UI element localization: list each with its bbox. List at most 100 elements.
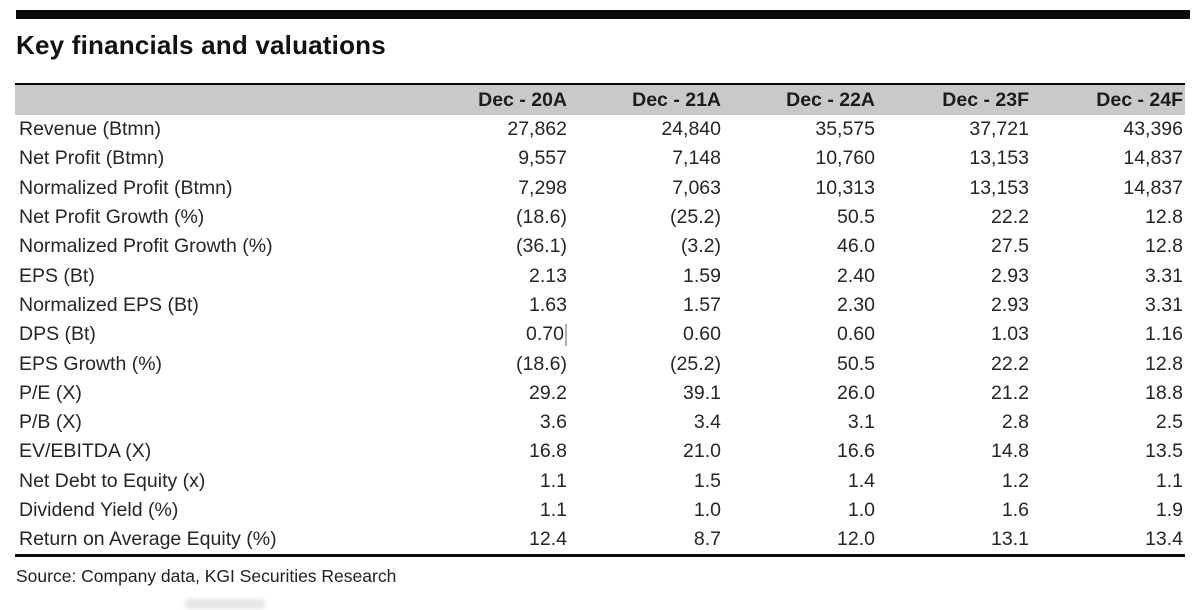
cell-value: 1.5 — [693, 469, 721, 492]
cell-value: 1.16 — [1145, 323, 1183, 346]
cell-value: 27,862 — [507, 118, 567, 141]
cell-value: 10,760 — [815, 147, 875, 170]
cell-value: 50.5 — [837, 206, 875, 229]
cell-value: 1.0 — [693, 499, 721, 521]
column-header: Dec - 24F — [1096, 88, 1183, 111]
cell-value: (25.2) — [670, 206, 721, 229]
row-label: Dividend Yield (%) — [19, 499, 179, 521]
cell-value: 0.70 — [415, 320, 569, 349]
cell-value: 27.5 — [991, 235, 1029, 258]
cell-value: 24,840 — [661, 118, 721, 141]
cell-value: 1.63 — [529, 293, 567, 316]
cell-value: 13,153 — [969, 147, 1029, 170]
row-label: Normalized EPS (Bt) — [19, 293, 199, 316]
cell-value: 22.2 — [991, 352, 1029, 375]
table-row: Normalized Profit (Btmn) 7,298 7,063 10,313… — [15, 174, 1185, 203]
cell-value: 8.7 — [693, 528, 721, 551]
source-attribution: Source: Company data, KGI Securities Res… — [16, 566, 397, 586]
table-row: Revenue (Btmn) 27,862 24,840 35,575 37,721 43… — [15, 115, 1185, 144]
cell-value: 0.60 — [837, 323, 875, 346]
cell-value: 16.6 — [837, 440, 875, 463]
cell-value: 9,557 — [518, 147, 567, 170]
cell-value: 13.1 — [991, 528, 1029, 551]
column-header: Dec - 22A — [786, 88, 875, 111]
cell-value: 12.0 — [837, 528, 875, 551]
table-row: EPS Growth (%) (18.6) (25.2) 50.5 22.2 12.8 — [15, 349, 1185, 378]
cell-value: 1.1 — [539, 469, 567, 492]
row-label: P/E (X) — [19, 381, 82, 404]
cell-value: 12.8 — [1145, 352, 1183, 375]
cell-value: (3.2) — [680, 235, 721, 258]
cell-value: 3.31 — [1145, 264, 1183, 287]
row-label: Revenue (Btmn) — [19, 118, 161, 141]
cell-value: 3.6 — [539, 411, 567, 434]
table-body: Revenue (Btmn) 27,862 24,840 35,575 37,721 43… — [15, 115, 1185, 556]
cell-value: 1.59 — [683, 264, 721, 287]
cell-value: 12.4 — [529, 528, 567, 551]
cell-value: 2.93 — [991, 293, 1029, 316]
cell-value: 21.0 — [683, 440, 721, 463]
table-row: Net Debt to Equity (x) 1.1 1.5 1.4 1.2 1.1 — [15, 467, 1185, 496]
cell-value: 16.8 — [529, 440, 567, 463]
table-row: P/B (X) 3.6 3.4 3.1 2.8 2.5 — [15, 408, 1185, 437]
table-header: Dec - 20A Dec - 21A Dec - 22A Dec - 23F … — [15, 84, 1185, 115]
cell-value: 13.4 — [1145, 528, 1183, 551]
cell-value: 2.5 — [1155, 411, 1183, 434]
cell-value: 1.2 — [1001, 469, 1029, 492]
cell-value: (18.6) — [516, 352, 567, 375]
cell-value: 7,298 — [518, 176, 567, 199]
cell-value: 26.0 — [837, 381, 875, 404]
cell-value: 14.8 — [991, 440, 1029, 463]
cell-value: 7,063 — [672, 176, 721, 199]
row-label: EV/EBITDA (X) — [19, 440, 152, 463]
cell-value: 14,837 — [1123, 176, 1183, 199]
column-header: Dec - 21A — [632, 88, 721, 111]
table-row: Normalized EPS (Bt) 1.63 1.57 2.30 2.93 3.31 — [15, 291, 1185, 320]
cell-value: (25.2) — [670, 352, 721, 375]
cell-value: 46.0 — [837, 235, 875, 258]
cell-value: 39.1 — [683, 381, 721, 404]
page-title: Key financials and valuations — [16, 30, 386, 60]
artifact-smudge — [185, 599, 265, 609]
table-row: Return on Average Equity (%) 12.4 8.7 12.0 1… — [15, 525, 1185, 556]
cell-value: 2.8 — [1001, 411, 1029, 434]
cell-value: 1.4 — [847, 469, 875, 492]
cell-value: 1.9 — [1155, 499, 1183, 521]
cell-value: 21.2 — [991, 381, 1029, 404]
cell-value: 13,153 — [969, 176, 1029, 199]
cell-value: (36.1) — [516, 235, 567, 258]
table-row: Net Profit Growth (%) (18.6) (25.2) 50.5 22.… — [15, 203, 1185, 232]
cell-value: 2.40 — [837, 264, 875, 287]
cell-value: 2.13 — [529, 264, 567, 287]
row-label: EPS Growth (%) — [19, 352, 163, 375]
row-label-column-header — [15, 84, 415, 115]
cell-value: 3.31 — [1145, 293, 1183, 316]
row-label: EPS (Bt) — [19, 264, 95, 287]
table-row: EPS (Bt) 2.13 1.59 2.40 2.93 3.31 — [15, 261, 1185, 290]
row-label: P/B (X) — [19, 411, 82, 434]
cell-value: 37,721 — [969, 118, 1029, 141]
cell-value: 14,837 — [1123, 147, 1183, 170]
table-row: Net Profit (Btmn) 9,557 7,148 10,760 13,153 1… — [15, 144, 1185, 173]
row-label: DPS (Bt) — [19, 323, 96, 346]
cell-value: 22.2 — [991, 206, 1029, 229]
column-header: Dec - 23F — [942, 88, 1029, 111]
cell-value: 1.57 — [683, 293, 721, 316]
cell-value: 13.5 — [1145, 440, 1183, 463]
key-financials-table: Dec - 20A Dec - 21A Dec - 22A Dec - 23F … — [15, 83, 1185, 557]
cell-value: 1.03 — [991, 323, 1029, 346]
row-label: Return on Average Equity (%) — [19, 528, 277, 551]
cell-value: 18.8 — [1145, 381, 1183, 404]
cell-value: 7,148 — [672, 147, 721, 170]
cell-value: 10,313 — [815, 176, 875, 199]
column-header: Dec - 20A — [478, 88, 567, 111]
cell-value: 12.8 — [1145, 206, 1183, 229]
cell-value: 3.4 — [693, 411, 721, 434]
cell-value: 2.30 — [837, 293, 875, 316]
row-label: Net Profit (Btmn) — [19, 147, 165, 170]
table-row: EV/EBITDA (X) 16.8 21.0 16.6 14.8 13.5 — [15, 437, 1185, 466]
cell-value: 2.93 — [991, 264, 1029, 287]
row-label: Net Profit Growth (%) — [19, 206, 205, 229]
cell-value: 12.8 — [1145, 235, 1183, 258]
